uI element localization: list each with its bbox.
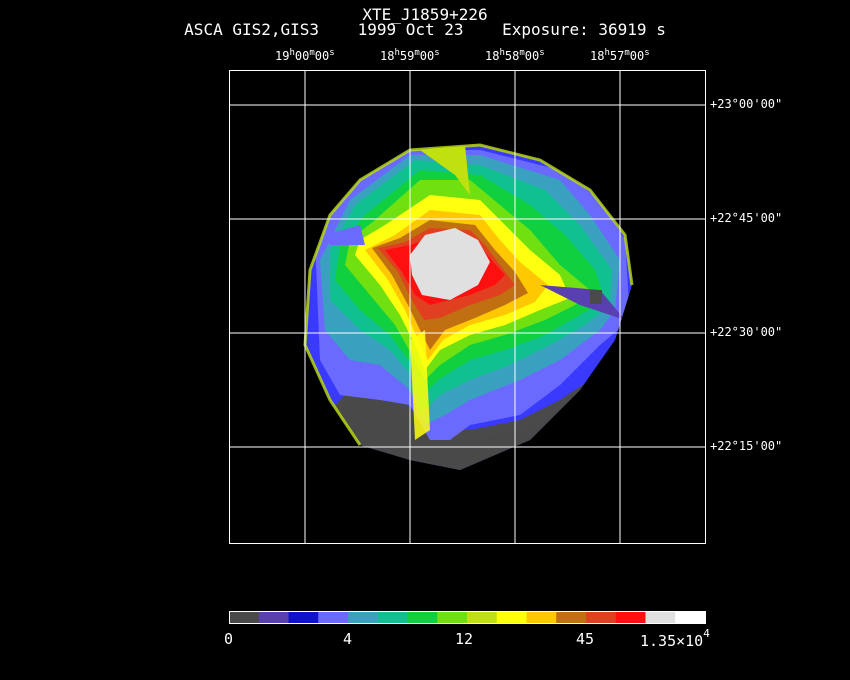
colorbar-swatch — [348, 611, 379, 623]
colorbar-swatch — [645, 611, 676, 623]
ra-label: 18h58m00s — [485, 48, 545, 63]
plot-frame — [229, 70, 706, 544]
detector-notch-east — [540, 285, 625, 320]
detector-notch-north — [420, 145, 470, 195]
colorbar-swatch — [467, 611, 498, 623]
colorbar-swatch — [556, 611, 587, 623]
colorbar-swatch — [586, 611, 617, 623]
intensity-level-peak — [410, 228, 490, 300]
colorbar-swatch — [229, 611, 260, 623]
colorbar-swatch — [615, 611, 646, 623]
colorbar-tick-label: 4 — [343, 630, 353, 648]
colorbar-swatch — [377, 611, 408, 623]
colorbar-tick-label: 12 — [455, 630, 474, 648]
colorbar-swatch — [526, 611, 557, 623]
dec-label: +22°30'00" — [710, 325, 783, 339]
ra-label: 18h57m00s — [590, 48, 650, 63]
exposure-label: Exposure: 36919 s — [502, 20, 666, 39]
colorbar-max-label: 1.35×104 — [640, 627, 710, 650]
field-edge-rim — [303, 143, 634, 446]
colorbar-swatch — [258, 611, 289, 623]
detector-notch-west — [325, 225, 365, 245]
colorbar-swatch — [437, 611, 468, 623]
colorbar-swatch — [288, 611, 319, 623]
colorbar-swatch — [675, 611, 706, 623]
observation-info: ASCA GIS2,GIS3 1999 Oct 23 Exposure: 369… — [0, 20, 850, 39]
colorbar-frame — [229, 611, 706, 624]
colorbar-swatch — [407, 611, 438, 623]
colorbar-swatch — [496, 611, 527, 623]
date-label: 1999 Oct 23 — [357, 20, 464, 39]
ra-label: 18h59m00s — [380, 48, 440, 63]
colorbar-swatch — [318, 611, 349, 623]
image-title: XTE_J1859+226 — [362, 5, 488, 24]
dec-label: +22°45'00" — [710, 211, 783, 225]
colorbar — [229, 611, 706, 623]
detector-notch-south — [410, 330, 430, 440]
instrument-label: ASCA GIS2,GIS3 — [184, 20, 320, 39]
colorbar-tick-label: 0 — [224, 630, 234, 648]
coordinate-grid — [229, 70, 706, 544]
dark-patch — [590, 290, 602, 304]
colorbar-tick-label: 45 — [576, 630, 595, 648]
ra-label: 19h00m00s — [275, 48, 335, 63]
xray-intensity-map — [305, 145, 632, 470]
dec-label: +23°00'00" — [710, 97, 783, 111]
dec-label: +22°15'00" — [710, 439, 783, 453]
